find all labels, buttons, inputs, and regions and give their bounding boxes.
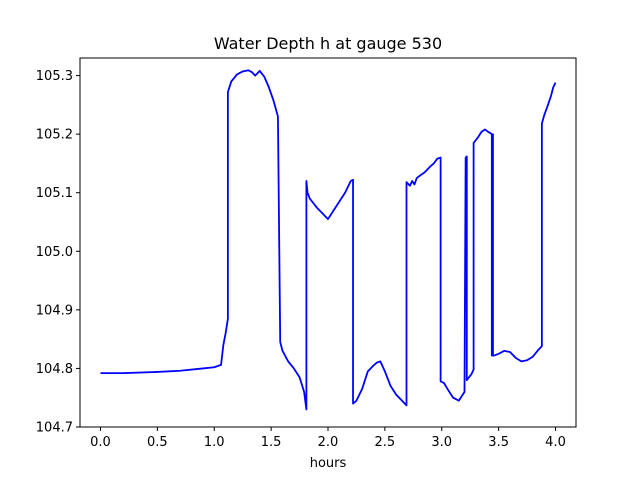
x-tick-label: 4.0 [545,435,566,450]
y-tick-label: 105.3 [36,69,73,84]
chart-title: Water Depth h at gauge 530 [214,34,442,53]
x-tick-label: 1.5 [261,435,282,450]
x-tick-label: 0.5 [147,435,168,450]
x-tick-label: 0.0 [90,435,111,450]
x-tick-label: 1.0 [204,435,225,450]
plot-frame [79,57,577,428]
x-tick-label: 3.0 [431,435,452,450]
x-tick-label: 2.0 [318,435,339,450]
y-tick-label: 104.9 [36,303,73,318]
y-tick-label: 105.1 [36,186,73,201]
x-axis: 0.0 0.5 1.0 1.5 2.0 2.5 3.0 3.5 4.0 [90,427,566,450]
y-tick-label: 104.7 [36,421,73,436]
x-axis-label: hours [310,456,347,471]
x-tick-label: 2.5 [375,435,396,450]
series-line-0 [100,69,557,411]
plot-area [100,69,557,411]
y-tick-label: 104.8 [36,362,73,377]
x-tick-label: 3.5 [488,435,509,450]
y-tick-label: 105.2 [36,128,73,143]
y-axis: 104.7 104.8 104.9 105.0 105.1 105.2 105.3 [36,69,80,436]
y-tick-label: 105.0 [36,245,73,260]
